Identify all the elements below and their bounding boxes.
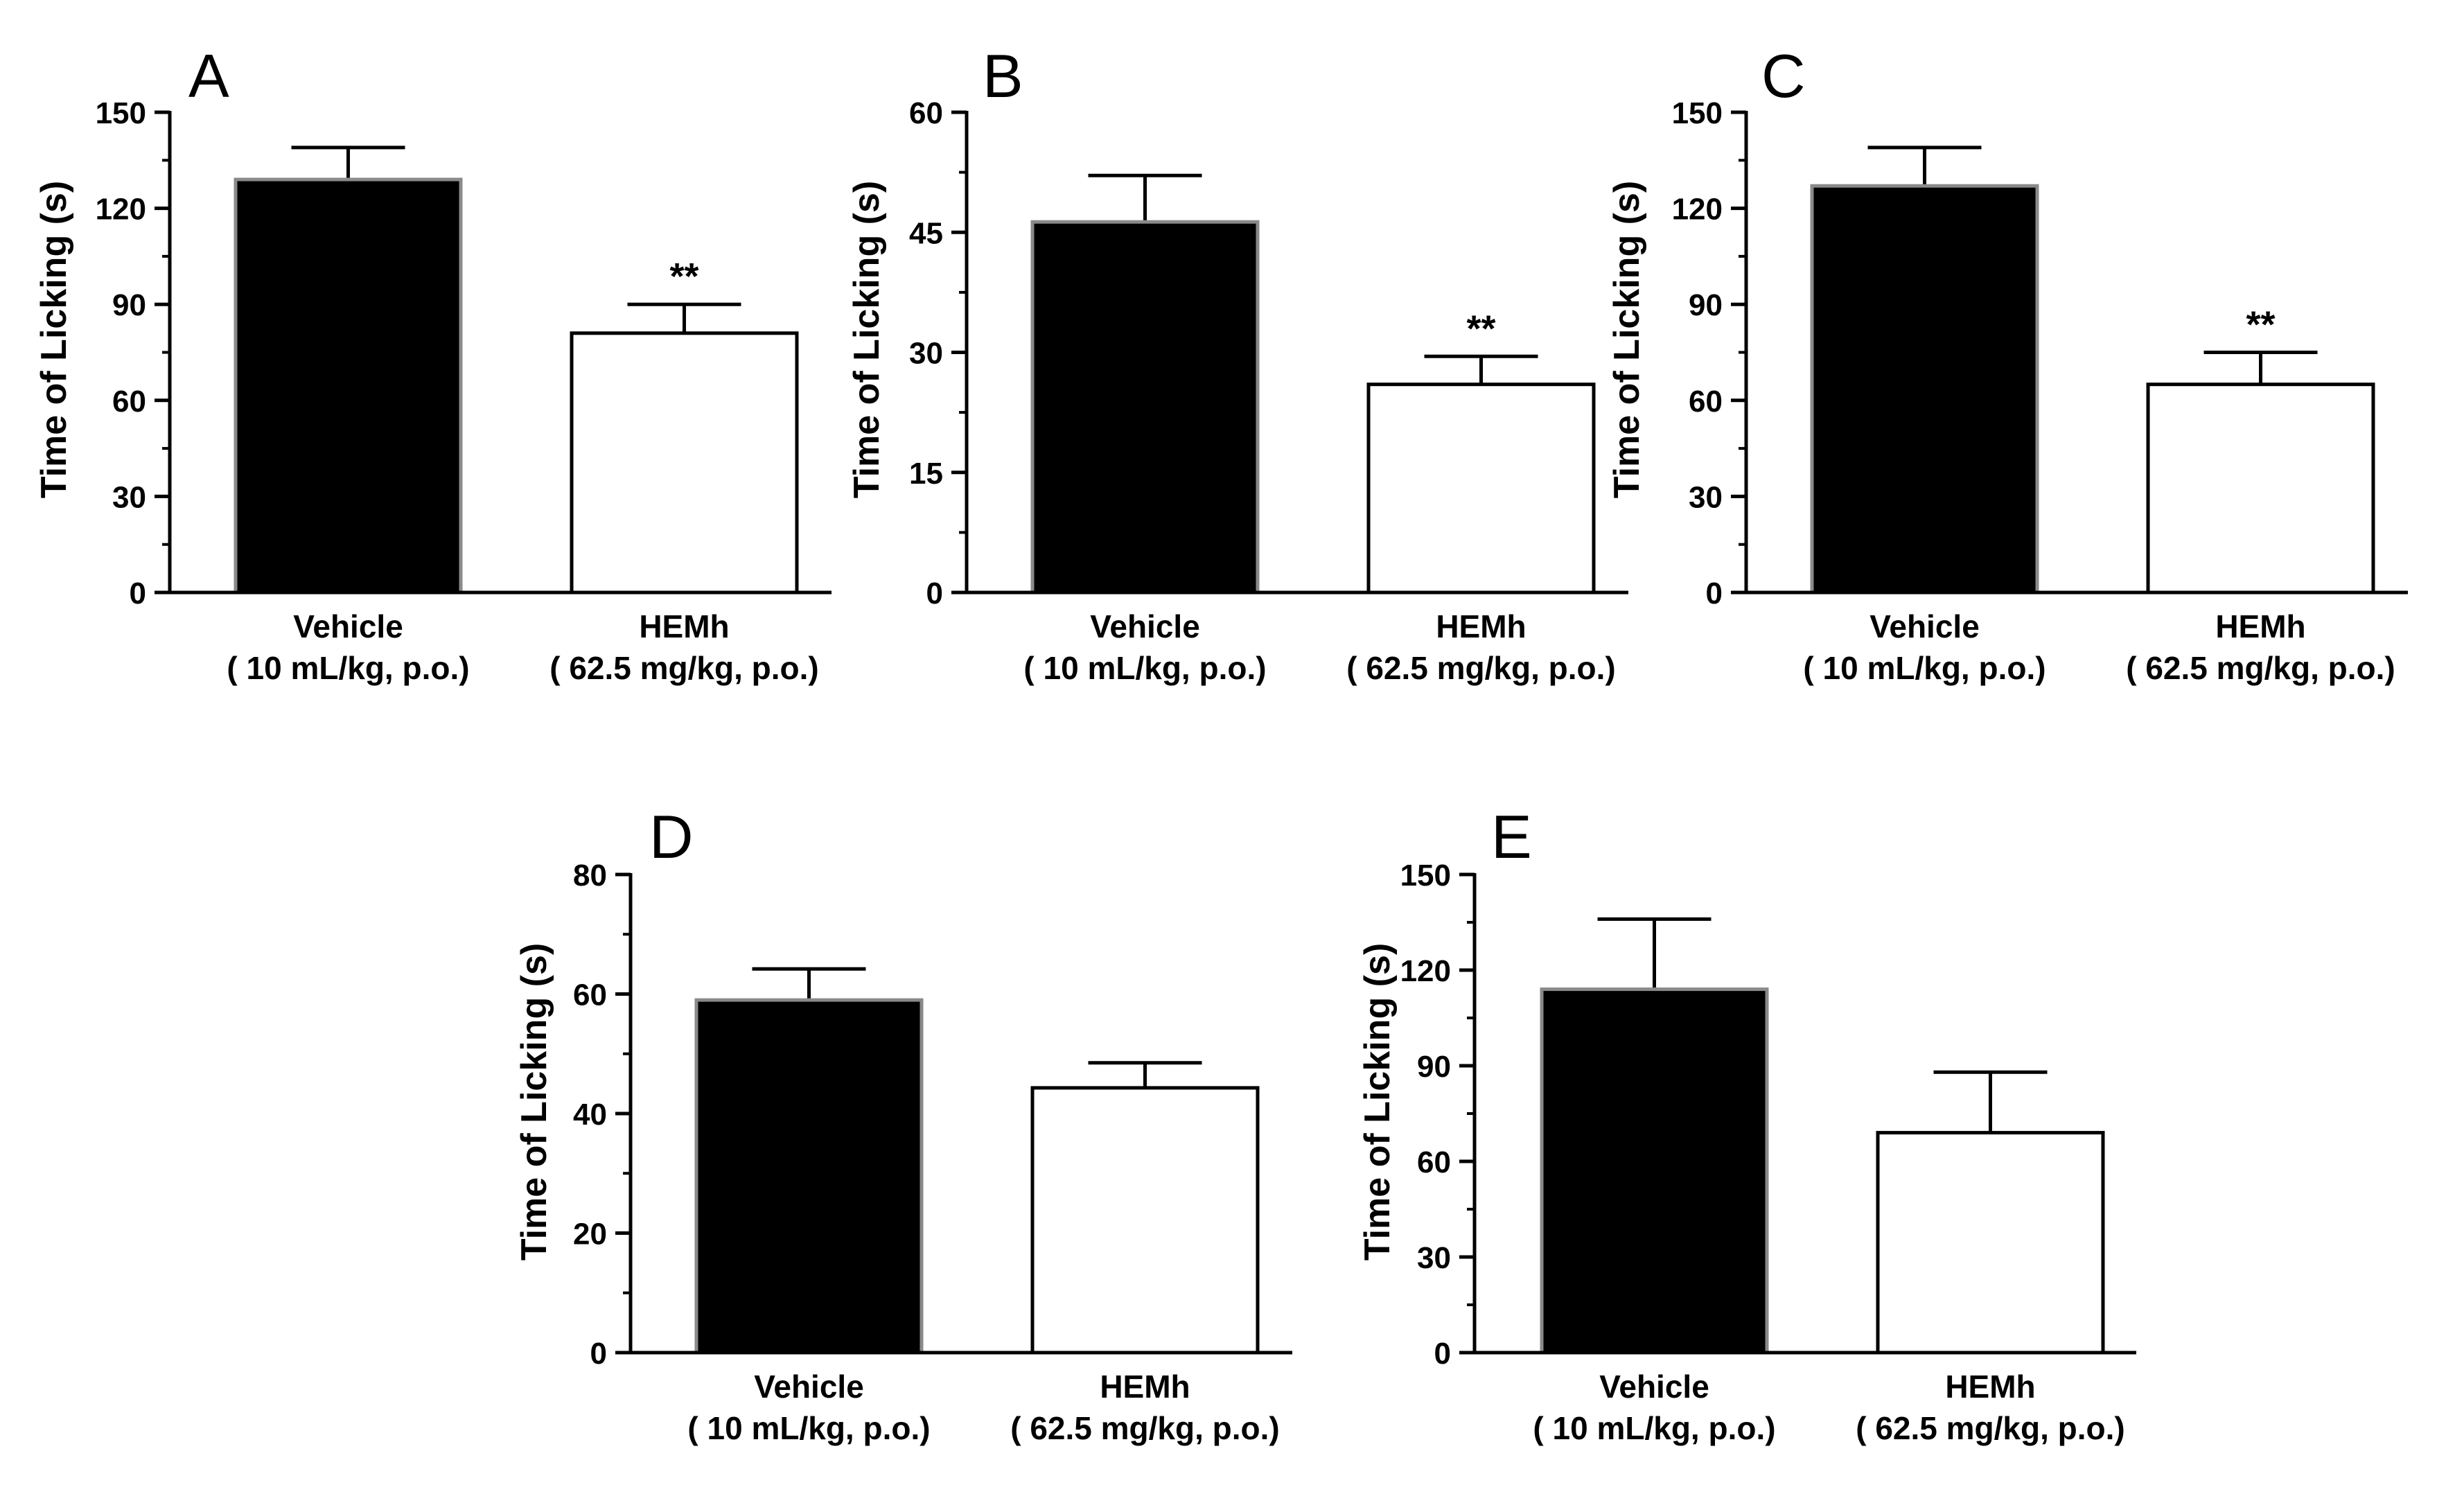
y-axis-label: Time of Licking (s) — [1607, 181, 1647, 498]
x-tick-label: HEMh — [2215, 608, 2305, 644]
y-tick-label: 30 — [112, 480, 146, 514]
x-tick-label: Vehicle — [1869, 608, 1980, 644]
bar-hemh — [1366, 383, 1596, 595]
y-tick-label: 30 — [909, 337, 943, 371]
y-axis-label: Time of Licking (s) — [1357, 943, 1398, 1260]
panel-letter: E — [1491, 802, 1532, 871]
y-tick-label: 30 — [1417, 1241, 1451, 1275]
x-tick-sublabel: ( 10 mL/kg, p.o.) — [1023, 650, 1266, 686]
y-tick-label: 90 — [1417, 1050, 1451, 1084]
chart-panel-e: E Time of Licking (s) Vehicle ( 10 mL/kg, p… — [1357, 802, 2136, 1446]
x-tick-sublabel: ( 62.5 mg/kg, p.o.) — [1010, 1410, 1280, 1446]
x-tick-label: HEMh — [639, 608, 729, 644]
y-tick-label: 150 — [1400, 859, 1451, 893]
x-tick-sublabel: ( 10 mL/kg, p.o.) — [687, 1410, 930, 1446]
x-tick-label: HEMh — [1945, 1369, 2035, 1405]
y-tick-label: 120 — [1672, 193, 1723, 227]
y-tick-label: 60 — [112, 385, 146, 419]
x-tick-label: HEMh — [1100, 1369, 1190, 1405]
y-tick-label: 150 — [1672, 96, 1723, 130]
panel-letter: C — [1761, 42, 1806, 110]
y-axis-label: Time of Licking (s) — [34, 181, 74, 498]
chart-panel-b: B Time of Licking (s) Vehicle ( 10 mL/kg, p… — [847, 42, 1628, 686]
panel-letter: A — [188, 42, 229, 110]
y-tick-label: 0 — [926, 577, 943, 610]
y-tick-label: 60 — [1417, 1145, 1451, 1179]
chart-panel-d: D Time of Licking (s) Vehicle ( 10 mL/kg, p… — [514, 802, 1292, 1446]
bar-vehicle — [694, 998, 924, 1355]
x-tick-label: Vehicle — [1599, 1369, 1709, 1405]
bar-vehicle — [1810, 184, 2039, 595]
bar-hemh — [570, 331, 799, 595]
bar-vehicle — [234, 177, 463, 595]
y-tick-label: 60 — [573, 978, 607, 1012]
x-tick-sublabel: ( 62.5 mg/kg, p.o.) — [1346, 650, 1616, 686]
y-tick-label: 90 — [1689, 288, 1723, 322]
x-tick-label: HEMh — [1436, 608, 1526, 644]
significance-marker: ** — [2246, 304, 2275, 346]
x-tick-label: Vehicle — [754, 1369, 864, 1405]
bar-vehicle — [1030, 220, 1260, 595]
x-tick-sublabel: ( 10 mL/kg, p.o.) — [1533, 1410, 1775, 1446]
y-tick-label: 120 — [1400, 954, 1451, 988]
significance-marker: ** — [669, 256, 698, 297]
y-tick-label: 60 — [909, 96, 943, 130]
y-tick-label: 120 — [96, 193, 146, 227]
y-tick-label: 40 — [573, 1098, 607, 1132]
y-tick-label: 0 — [130, 577, 146, 610]
y-tick-label: 0 — [590, 1337, 607, 1371]
x-tick-sublabel: ( 62.5 mg/kg, p.o.) — [1856, 1410, 2125, 1446]
y-axis-label: Time of Licking (s) — [514, 943, 554, 1260]
significance-marker: ** — [1466, 308, 1495, 349]
x-tick-label: Vehicle — [1090, 608, 1200, 644]
y-tick-label: 90 — [112, 288, 146, 322]
y-tick-label: 45 — [909, 216, 943, 250]
panel-letter: D — [649, 802, 694, 871]
y-tick-label: 0 — [1434, 1337, 1451, 1371]
x-tick-sublabel: ( 62.5 mg/kg, p.o.) — [2126, 650, 2395, 686]
bar-hemh — [2146, 383, 2375, 595]
y-tick-label: 15 — [909, 457, 943, 491]
y-tick-label: 60 — [1689, 385, 1723, 419]
y-tick-label: 80 — [573, 859, 607, 893]
y-tick-label: 30 — [1689, 480, 1723, 514]
y-tick-label: 150 — [96, 96, 146, 130]
chart-panel-c: C Time of Licking (s) Vehicle ( 10 mL/kg, p… — [1607, 42, 2408, 686]
x-tick-sublabel: ( 10 mL/kg, p.o.) — [227, 650, 469, 686]
panel-letter: B — [983, 42, 1023, 110]
chart-panel-a: A Time of Licking (s) Vehicle ( 10 mL/kg, p… — [34, 42, 832, 686]
x-tick-sublabel: ( 62.5 mg/kg, p.o.) — [549, 650, 819, 686]
y-tick-label: 20 — [573, 1217, 607, 1251]
x-tick-label: Vehicle — [293, 608, 403, 644]
bar-hemh — [1030, 1086, 1260, 1355]
y-tick-label: 0 — [1706, 577, 1723, 610]
x-tick-sublabel: ( 10 mL/kg, p.o.) — [1803, 650, 2045, 686]
bar-vehicle — [1540, 987, 1769, 1355]
bar-hemh — [1876, 1131, 2105, 1355]
y-axis-label: Time of Licking (s) — [847, 181, 887, 498]
